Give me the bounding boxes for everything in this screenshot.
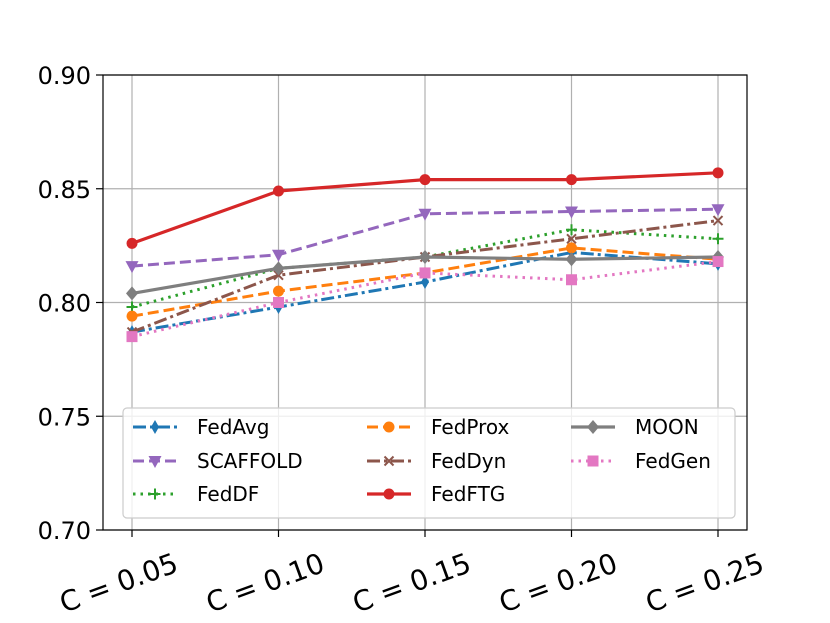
x-tick-label: C = 0.15 — [348, 547, 475, 620]
data-point — [712, 215, 724, 226]
legend-item-moon: MOON — [571, 415, 699, 439]
legend: FedAvg SCAFFOLD FedDF FedProx FedDyn FedFTG MO… — [122, 407, 736, 519]
data-point — [273, 285, 284, 297]
data-point — [566, 274, 577, 286]
data-point — [566, 224, 577, 236]
data-point — [421, 275, 429, 290]
data-point — [273, 297, 284, 308]
legend-label: FedAvg — [197, 415, 269, 439]
data-point — [272, 249, 285, 262]
data-point — [126, 237, 138, 249]
data-point — [419, 267, 431, 279]
legend-marker — [383, 488, 395, 500]
series-layer — [125, 167, 725, 343]
y-tick-label: 0.70 — [38, 517, 91, 545]
legend-item-scaffold: SCAFFOLD — [133, 449, 303, 473]
data-point — [711, 204, 725, 217]
legend-marker — [148, 456, 162, 468]
legend-marker — [587, 455, 599, 467]
x-tick-label: C = 0.05 — [55, 547, 182, 620]
legend-marker — [151, 420, 159, 434]
series-scaffold — [125, 204, 725, 274]
legend-item-fedprox: FedProx — [367, 415, 510, 439]
legend-marker — [587, 420, 599, 434]
data-point — [418, 208, 432, 221]
data-point — [712, 167, 724, 179]
series-line — [131, 207, 719, 268]
series-line — [131, 228, 719, 309]
axes: 0.70 0.75 0.80 0.85 0.90 C = 0.05 C = 0.10 C = … — [38, 62, 769, 620]
legend-label: MOON — [635, 415, 699, 439]
series-line — [131, 219, 719, 334]
legend-item-feddyn: FedDyn — [367, 449, 506, 473]
legend-item-feddf: FedDF — [133, 482, 259, 506]
y-tick-label: 0.75 — [38, 403, 91, 431]
legend-marker — [149, 488, 161, 500]
legend-box — [122, 407, 736, 519]
legend-label: FedFTG — [431, 482, 505, 506]
legend-marker — [383, 421, 395, 433]
x-tick-label: C = 0.25 — [641, 547, 768, 620]
legend-marker — [383, 455, 395, 467]
data-point — [273, 185, 284, 197]
legend-label: SCAFFOLD — [197, 449, 303, 473]
y-tick-label: 0.80 — [38, 290, 91, 318]
data-point — [419, 174, 431, 186]
data-point — [419, 250, 431, 264]
series-line — [131, 260, 719, 339]
y-tick-label: 0.85 — [38, 176, 91, 204]
legend-label: FedDyn — [431, 449, 506, 473]
data-point — [565, 252, 578, 267]
data-point — [566, 233, 577, 245]
series-fedgen — [126, 256, 724, 343]
series-moon — [126, 250, 724, 301]
data-point — [272, 261, 285, 276]
data-point — [125, 261, 139, 274]
legend-label: FedDF — [197, 482, 259, 506]
data-point — [566, 242, 577, 254]
legend-item-fedgen: FedGen — [571, 449, 711, 473]
data-point — [565, 206, 578, 219]
x-tick-label: C = 0.10 — [202, 547, 329, 620]
data-point — [712, 233, 724, 245]
data-point — [566, 174, 577, 186]
series-fedftg — [126, 167, 724, 249]
data-point — [126, 286, 138, 301]
legend-label: FedProx — [431, 415, 510, 439]
data-point — [712, 256, 724, 268]
legend-item-fedftg: FedFTG — [367, 482, 505, 506]
legend-item-fedavg: FedAvg — [133, 415, 269, 439]
y-tick-label: 0.90 — [38, 62, 91, 90]
data-point — [126, 310, 138, 322]
x-tick-label: C = 0.20 — [495, 547, 622, 620]
legend-label: FedGen — [635, 449, 711, 473]
data-point — [126, 331, 138, 343]
